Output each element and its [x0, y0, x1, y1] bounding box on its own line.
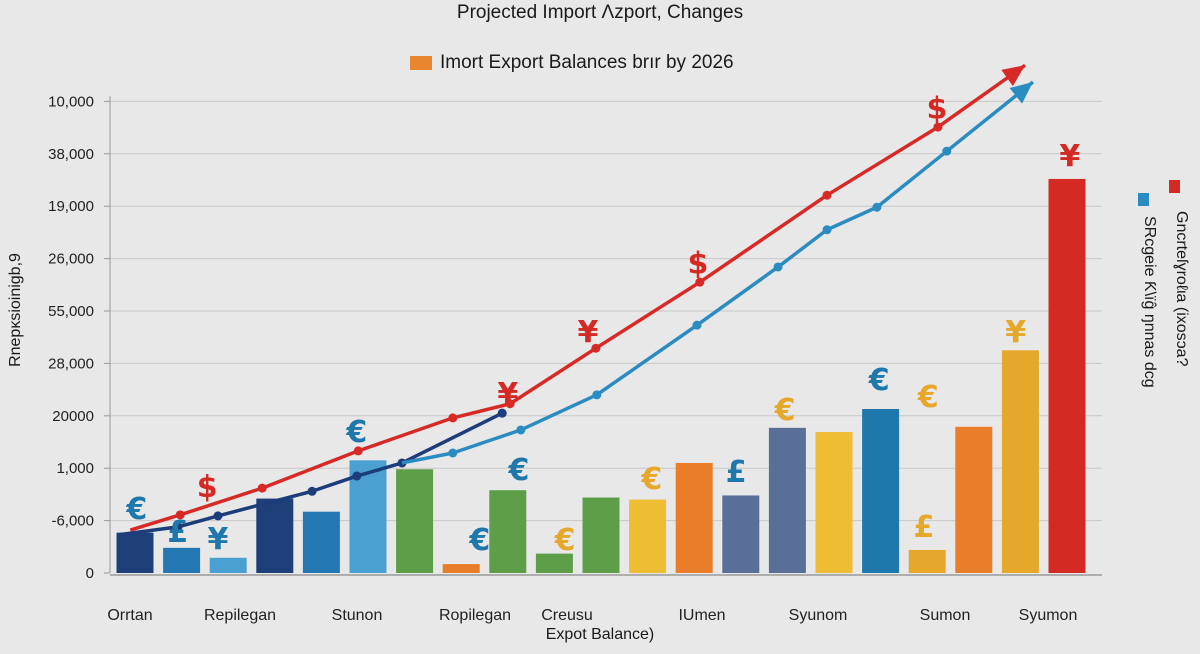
y-tick-label: 26,000	[48, 251, 94, 268]
currency-symbol: €	[640, 462, 662, 497]
x-tick-label: Creusu	[541, 607, 593, 624]
bar	[1001, 350, 1039, 573]
y-tick-label: 19,000	[48, 198, 94, 215]
bar	[675, 462, 713, 573]
series-point	[692, 320, 702, 330]
currency-symbol: €	[345, 415, 367, 450]
currency-symbol: €	[917, 380, 939, 415]
series-point	[822, 225, 832, 235]
series-point	[592, 390, 602, 400]
currency-symbol: £	[914, 510, 935, 545]
series-point	[353, 446, 363, 456]
chart-title: Projected Import Λzport, Changes	[456, 2, 744, 23]
y-axis-label: Rnepĸsioinigb,9	[7, 253, 24, 367]
series-point	[505, 399, 515, 409]
currency-symbol: $	[197, 470, 218, 505]
series-point	[448, 448, 458, 458]
x-tick-label: Syumon	[1019, 607, 1078, 624]
y-tick-label: 10,000	[48, 93, 94, 110]
series-line	[401, 80, 1035, 465]
bar	[163, 547, 201, 573]
series-point	[822, 190, 832, 200]
x-axis-label: Expot Balance)	[545, 626, 655, 643]
series-point	[933, 122, 943, 132]
arrow-head	[1001, 65, 1026, 87]
x-tick-label: Ropilegan	[439, 607, 511, 624]
currency-symbol: €	[554, 523, 576, 558]
bar	[722, 495, 760, 573]
y-tick-label: 20000	[52, 408, 94, 425]
currency-symbol: ¥	[1005, 315, 1026, 350]
currency-symbol: £	[726, 455, 747, 490]
x-tick-label: Stunon	[332, 607, 383, 624]
series-point	[872, 202, 882, 212]
currency-symbol: €	[508, 453, 530, 488]
legend-right-swatch-1	[1169, 180, 1180, 193]
currency-symbol: ¥	[208, 522, 229, 557]
series-point	[516, 425, 526, 435]
x-tick-label: IUmen	[678, 607, 725, 624]
currency-symbol: €	[468, 523, 490, 558]
series-point	[591, 343, 601, 353]
currency-symbol: €	[774, 393, 796, 428]
y-tick-label: 1,000	[56, 460, 94, 477]
y-tick-label: 55,000	[48, 303, 94, 320]
x-tick-label: Repilegan	[204, 607, 276, 624]
series-point	[175, 510, 185, 520]
bar	[209, 557, 247, 573]
bar	[908, 549, 946, 573]
bar	[1048, 178, 1086, 573]
series-point	[352, 471, 362, 481]
y-tick-label: 0	[86, 565, 94, 582]
series-point	[213, 511, 223, 521]
currency-symbol: ¥	[1059, 139, 1080, 174]
series-point	[448, 413, 458, 423]
bar	[489, 490, 527, 573]
currency-symbol: £	[167, 515, 188, 550]
bar	[442, 564, 480, 573]
bar	[629, 499, 667, 573]
series-point	[695, 277, 705, 287]
legend-right-swatch-0	[1138, 193, 1149, 206]
currency-symbol: ¥	[497, 377, 518, 412]
bar	[535, 553, 573, 573]
legend-top: Imort Export Balances brır by 2026	[410, 52, 734, 74]
legend-swatch	[410, 56, 432, 70]
series-point	[173, 522, 183, 532]
series-point	[257, 483, 267, 493]
currency-symbol: $	[927, 92, 948, 127]
x-tick-label: Sumon	[920, 607, 971, 624]
x-tick-label: Syunom	[789, 607, 848, 624]
currency-symbol: €	[125, 492, 147, 527]
bar	[768, 427, 806, 573]
y-tick-label: 38,000	[48, 146, 94, 163]
arrow-head	[1009, 82, 1033, 104]
bar	[815, 432, 853, 573]
currency-symbol: ¥	[578, 315, 599, 350]
bar	[256, 498, 294, 573]
bar	[582, 497, 620, 573]
series-point	[942, 146, 952, 156]
legend-right-label-1: Gncrteſɣroℓιa (ixosɔa?	[1173, 211, 1190, 367]
x-tick-label: Orrtan	[107, 607, 152, 624]
bar	[396, 469, 434, 573]
bar	[955, 426, 993, 573]
bar	[862, 408, 900, 573]
bar	[302, 511, 340, 573]
bar	[116, 532, 154, 573]
series-point	[497, 408, 507, 418]
y-tick-label: -6,000	[51, 513, 94, 530]
series-point	[773, 262, 783, 272]
currency-symbol: €	[868, 363, 890, 398]
series-point	[307, 486, 317, 496]
legend-right-label-0: SRcgeie Ƙ\ïĝ ŋnnas dcg	[1141, 216, 1158, 388]
currency-symbol: $	[687, 247, 708, 282]
legend-label: Imort Export Balances brır by 2026	[440, 52, 734, 73]
y-tick-label: 28,000	[48, 355, 94, 372]
